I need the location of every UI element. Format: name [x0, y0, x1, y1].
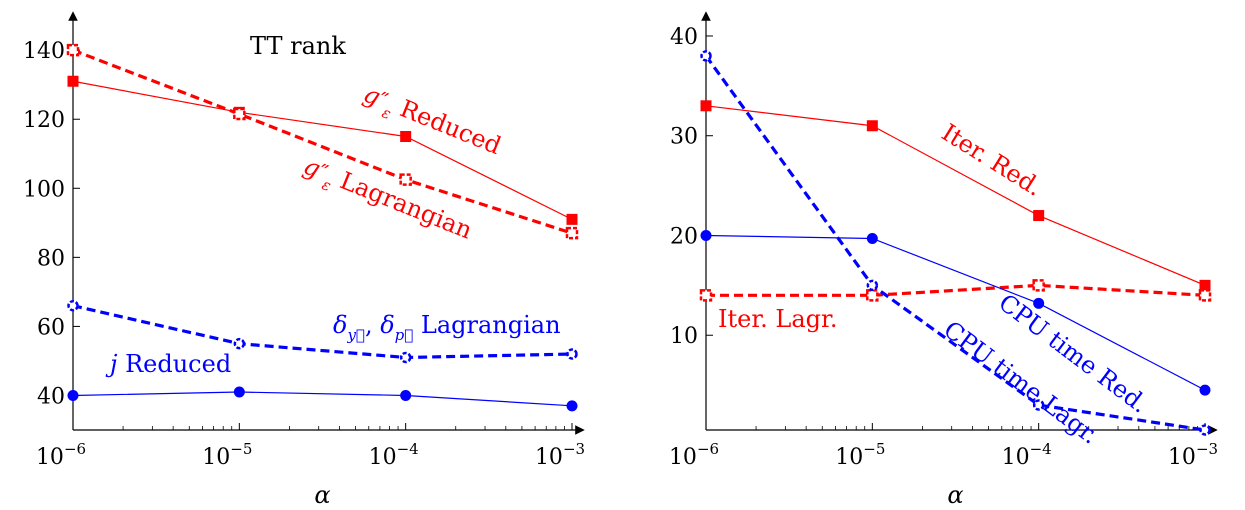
data-point — [67, 389, 79, 401]
x-tick-label: 10−6 — [669, 440, 719, 470]
y-tick-label: 80 — [37, 246, 65, 271]
x-tick-label: 10−4 — [369, 440, 419, 470]
data-point — [66, 43, 80, 57]
data-point — [1032, 279, 1045, 292]
annotation-g-reduced: g″ε Reduced — [358, 80, 506, 166]
annotation-g-lagrangian: g″ε Lagrangian — [298, 152, 477, 251]
data-point — [700, 229, 712, 241]
x-tick-label: 10−5 — [835, 440, 885, 470]
x-tick-label: 10−6 — [36, 440, 86, 470]
annotation-j-reduced: j Reduced — [105, 350, 231, 378]
series-line — [72, 391, 573, 407]
tt-rank-plot: 10−6 10−5 10−4 10−3 40 60 80 100 120 140 α TT rank… — [23, 11, 585, 509]
data-point — [566, 213, 578, 225]
data-point — [1199, 424, 1211, 436]
right-axes: 10−6 10−5 10−4 10−3 10 20 30 40 α — [669, 11, 1218, 509]
data-point — [233, 337, 246, 350]
data-point — [1033, 297, 1045, 309]
series-line — [706, 283, 1206, 297]
annotation-iter-red: Iter. Red. — [937, 118, 1047, 201]
x-axis-title: α — [314, 481, 330, 509]
x-tick-label: 10−3 — [1168, 440, 1218, 470]
data-point — [700, 100, 712, 112]
iterations-cpu-plot: 10−6 10−5 10−4 10−3 10 20 30 40 α Iter. Red. Ite… — [669, 11, 1218, 509]
data-point — [400, 130, 412, 142]
chart-title: TT rank — [250, 32, 346, 60]
x-axis-title: α — [947, 481, 963, 509]
series-line — [705, 234, 1206, 391]
annotation-iter-lagr: Iter. Lagr. — [718, 305, 838, 333]
data-point — [700, 50, 712, 62]
y-tick-label: 10 — [670, 324, 698, 349]
data-point — [67, 75, 79, 87]
data-point — [1033, 210, 1045, 222]
data-point — [233, 107, 246, 121]
y-tick-label: 40 — [670, 25, 698, 50]
data-point — [399, 351, 412, 364]
left-series-layer — [66, 43, 579, 412]
y-tick-label: 40 — [37, 384, 65, 409]
series-line — [705, 105, 1206, 286]
y-tick-label: 100 — [23, 177, 65, 202]
right-series-layer — [699, 50, 1212, 436]
data-point — [866, 279, 879, 292]
x-tick-label: 10−3 — [535, 440, 585, 470]
data-point — [1198, 289, 1212, 302]
series-line — [704, 54, 1206, 432]
data-point — [566, 400, 578, 412]
y-tick-label: 120 — [23, 108, 65, 133]
data-point — [565, 226, 579, 240]
data-point — [399, 173, 412, 186]
left-axes: 10−6 10−5 10−4 10−3 40 60 80 100 120 140 α — [23, 11, 585, 509]
series-line — [72, 80, 573, 220]
y-tick-label: 30 — [670, 125, 698, 150]
data-point — [1199, 279, 1211, 291]
data-point — [866, 232, 878, 244]
data-point — [699, 289, 713, 302]
annotation-delta-lagrangian: δy⃗, δp⃗ Lagrangian — [333, 311, 561, 344]
data-point — [233, 386, 245, 398]
data-point — [1199, 384, 1211, 396]
series-line — [72, 304, 573, 360]
series-line — [72, 48, 573, 235]
y-tick-label: 140 — [23, 39, 65, 64]
data-point — [1032, 399, 1045, 411]
y-tick-label: 20 — [670, 224, 698, 249]
data-point — [400, 389, 412, 401]
x-tick-label: 10−5 — [202, 440, 252, 470]
data-point — [866, 289, 879, 302]
data-point — [67, 299, 79, 312]
y-tick-label: 60 — [37, 315, 65, 340]
x-tick-label: 10−4 — [1002, 440, 1052, 470]
data-point — [866, 120, 878, 132]
data-point — [566, 348, 578, 360]
annotation-cpu-red: CPU time Red. — [993, 288, 1153, 418]
